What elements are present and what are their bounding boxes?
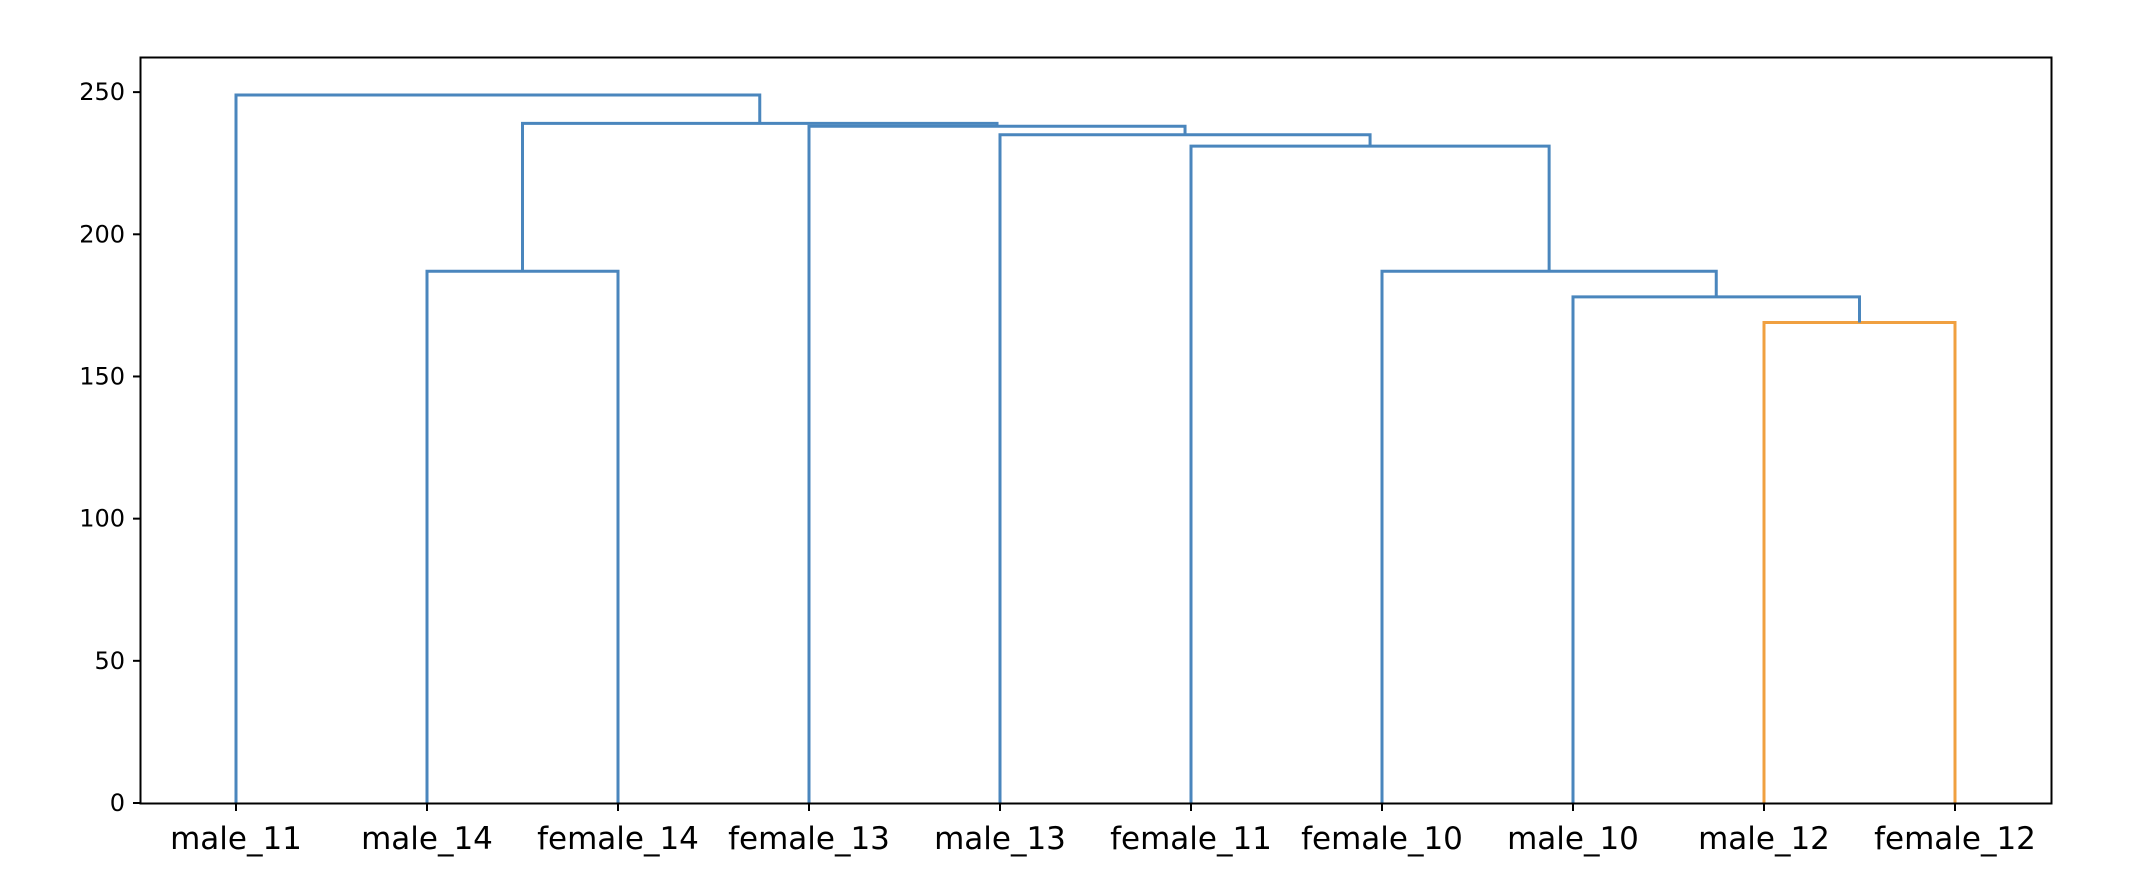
y-axis: 0 50 100 150 200 250 bbox=[79, 78, 141, 817]
plot-frame bbox=[139, 56, 2053, 805]
dendrogram-link-7 bbox=[521, 121, 999, 272]
y-tick-label: 150 bbox=[79, 362, 125, 390]
dendrogram-link-8 bbox=[234, 93, 762, 803]
leaf-label-female_14: female_14 bbox=[537, 821, 699, 857]
dendrogram-links bbox=[234, 93, 1957, 803]
leaf-label-male_13: male_13 bbox=[934, 821, 1066, 857]
y-tick-label: 250 bbox=[79, 78, 125, 106]
y-tick-label: 200 bbox=[79, 220, 125, 248]
leaf-label-female_11: female_11 bbox=[1110, 821, 1272, 857]
leaf-label-female_13: female_13 bbox=[728, 821, 890, 857]
leaf-label-female_10: female_10 bbox=[1301, 821, 1463, 857]
leaf-label-male_12: male_12 bbox=[1698, 821, 1830, 857]
dendrogram-link-0 bbox=[1762, 320, 1957, 803]
y-tick-label: 0 bbox=[110, 789, 125, 817]
leaf-label-male_14: male_14 bbox=[361, 821, 493, 857]
dendrogram-link-4 bbox=[1189, 144, 1551, 803]
x-axis-leaf-labels: male_11 male_14 female_14 female_13 male_13 f… bbox=[170, 803, 2036, 857]
y-tick-label: 100 bbox=[79, 505, 125, 533]
dendrogram-link-5 bbox=[998, 133, 1372, 803]
leaf-label-female_12: female_12 bbox=[1874, 821, 2036, 857]
dendrogram-link-1 bbox=[1571, 295, 1861, 803]
leaf-label-male_10: male_10 bbox=[1507, 821, 1639, 857]
y-tick-label: 50 bbox=[94, 647, 125, 675]
leaf-label-male_11: male_11 bbox=[170, 821, 302, 857]
